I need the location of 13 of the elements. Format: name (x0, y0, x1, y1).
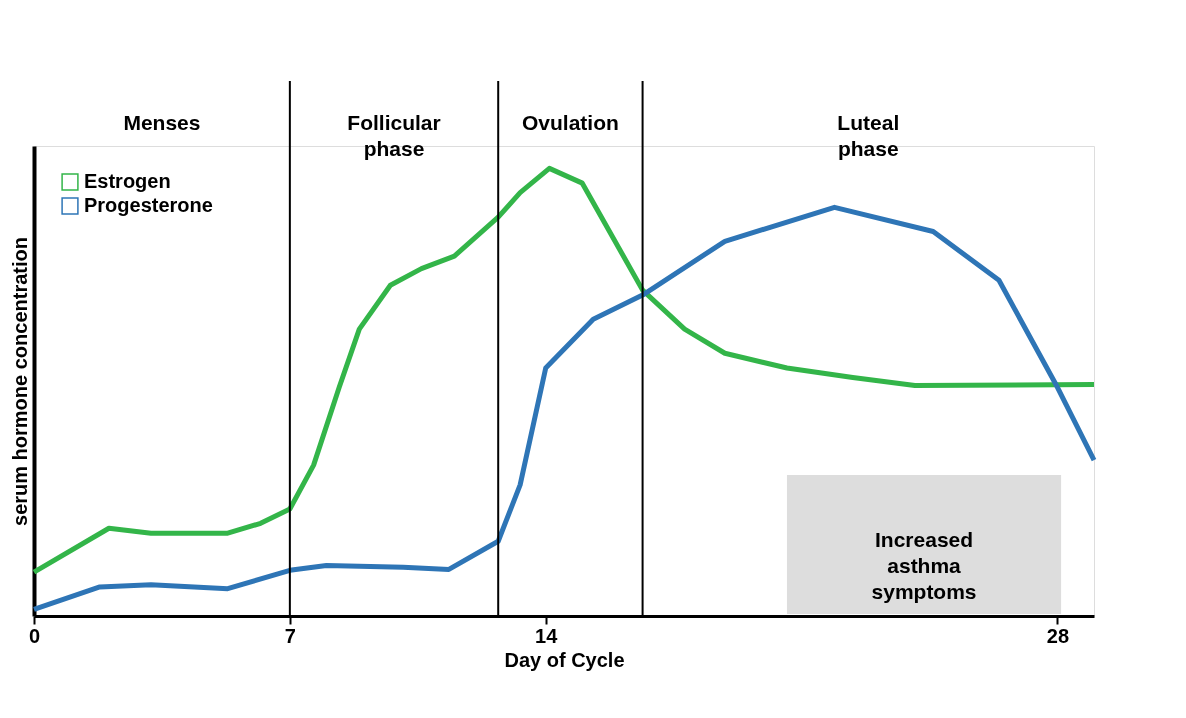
x-tick-label: 7 (284, 624, 296, 647)
text: Ovulation (521, 111, 619, 134)
text: Luteal phase (837, 111, 900, 160)
x-tick-label: 28 (1046, 624, 1070, 647)
band-label: Increased asthma symptoms (871, 527, 977, 603)
x-tick-label: 0 (28, 624, 41, 647)
x-axis-title: Day of Cycle (504, 648, 625, 671)
x-tick-label: 14 (535, 624, 559, 647)
legend-label: Estrogen (84, 170, 171, 192)
legend-label: Progesterone (84, 194, 213, 216)
y-axis-title: serum hormone concentration (8, 237, 31, 526)
text: Menses (123, 111, 201, 134)
text: Follicular phase (347, 111, 441, 160)
